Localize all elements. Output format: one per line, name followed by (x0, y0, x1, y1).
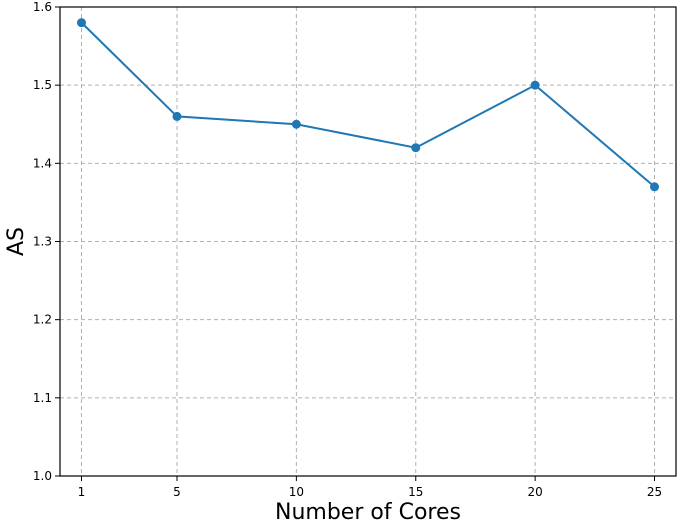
y-tick-label: 1.1 (33, 391, 52, 405)
x-tick-label: 5 (173, 485, 181, 499)
data-point (650, 182, 660, 192)
x-tick-label: 20 (527, 485, 542, 499)
y-tick-label: 1.6 (33, 0, 52, 14)
plot-frame (59, 6, 677, 477)
data-point (530, 80, 540, 90)
x-tick-label: 10 (289, 485, 304, 499)
series-layer (76, 18, 660, 192)
data-point (411, 143, 421, 153)
y-tick-label: 1.0 (33, 469, 52, 483)
y-axis-title: AS (4, 227, 29, 256)
grid (60, 6, 676, 477)
y-tick-label: 1.2 (33, 313, 52, 327)
series-line (80, 21, 656, 188)
y-tick-label: 1.4 (33, 156, 52, 170)
x-axis-title: Number of Cores (275, 500, 461, 525)
data-point (291, 119, 301, 129)
axis-ticks: 1 5 10 15 20 251.01.11.21.31.41.51.6 (33, 0, 662, 499)
x-tick-label: 1 (78, 485, 86, 499)
data-point (76, 18, 86, 28)
y-tick-label: 1.3 (33, 235, 52, 249)
x-tick-label: 15 (408, 485, 423, 499)
data-point (172, 111, 182, 121)
y-tick-label: 1.5 (33, 78, 52, 92)
x-tick-label: 25 (647, 485, 662, 499)
